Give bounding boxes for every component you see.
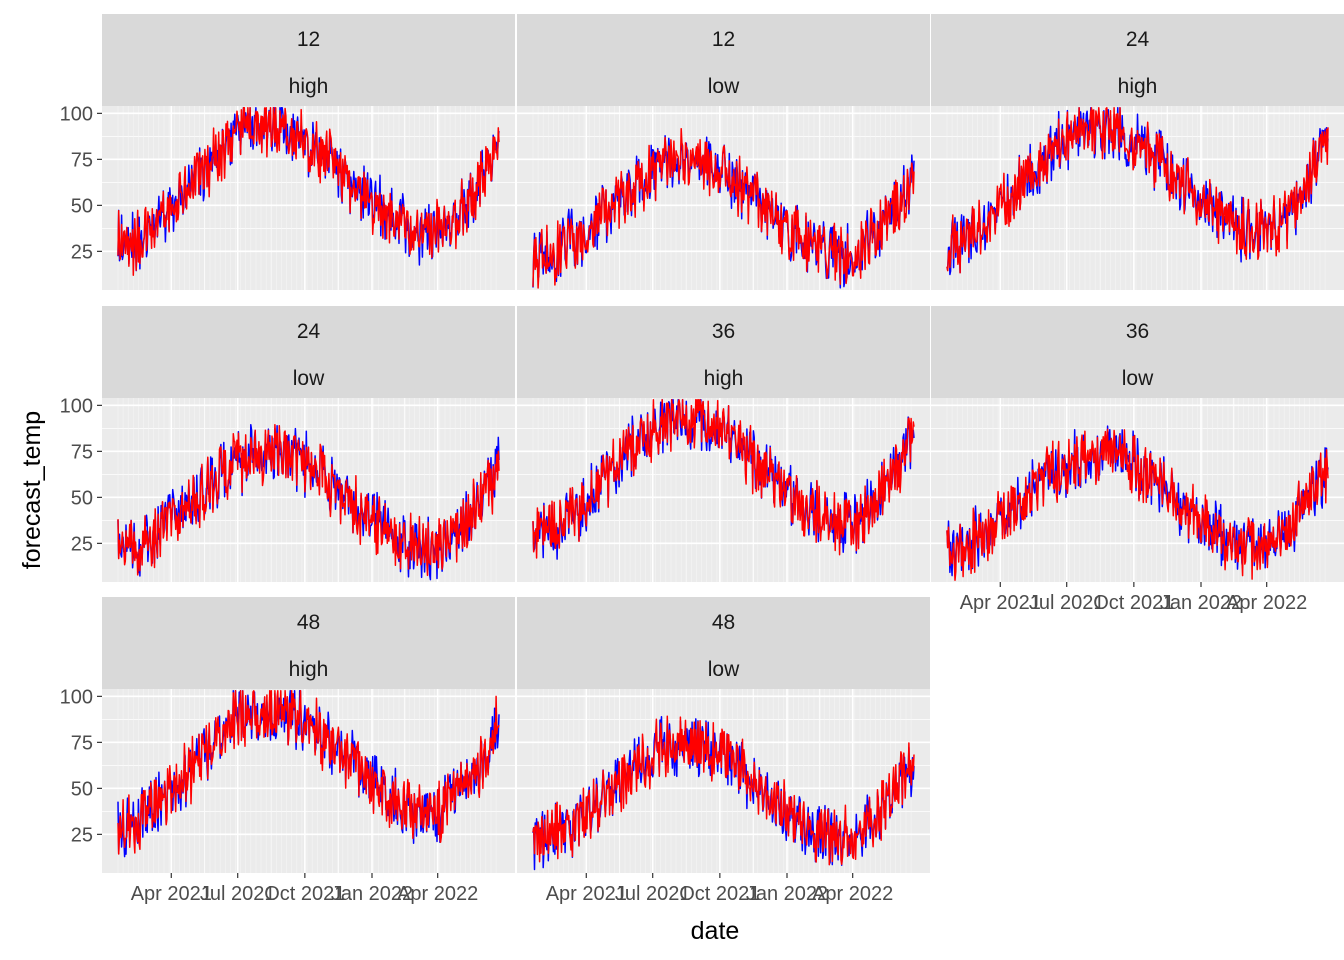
facet-label-hours: 36: [1126, 320, 1149, 343]
facet-label-type: low: [708, 75, 740, 98]
facet-strip: [517, 14, 930, 106]
facet-panel-36-high: 36 high: [517, 306, 930, 582]
series-line-red: [946, 428, 1329, 581]
y-tick-label: 25: [71, 533, 93, 555]
facet-panel-24-high: 24 high: [931, 14, 1344, 290]
facet-label-hours: 12: [712, 28, 735, 51]
x-tick-label: Oct 2021: [679, 883, 760, 905]
x-tick-label: Oct 2021: [1093, 592, 1174, 614]
facet-label-hours: 12: [297, 28, 320, 51]
y-tick-label: 100: [60, 103, 93, 125]
facet-label-type: high: [289, 658, 329, 681]
x-tick-label: Jan 2022: [1160, 592, 1242, 614]
y-tick-label: 75: [71, 149, 93, 171]
x-tick-label: Apr 2022: [812, 883, 893, 905]
series-line-red: [532, 127, 915, 289]
x-tick-label: Jan 2022: [331, 883, 413, 905]
x-tick-label: Apr 2021: [131, 883, 212, 905]
facet-panel-12-low: 12 low: [517, 14, 930, 290]
facet-strip: [931, 306, 1344, 398]
y-tick-label: 75: [71, 441, 93, 463]
facet-label-type: low: [1122, 367, 1154, 390]
facet-label-type: high: [704, 367, 744, 390]
facet-label-hours: 48: [712, 611, 735, 634]
facet-strip: [517, 597, 930, 689]
facet-label-hours: 24: [1126, 28, 1150, 51]
facet-label-type: low: [293, 367, 325, 390]
y-tick-label: 50: [71, 778, 93, 800]
y-tick-label: 25: [71, 824, 93, 846]
x-tick-label: Jul 2021: [615, 883, 691, 905]
series-line-red: [117, 424, 500, 577]
y-tick-label: 100: [60, 686, 93, 708]
facet-label-type: low: [708, 658, 740, 681]
facet-strip: [102, 306, 515, 398]
series-line-red: [532, 399, 915, 559]
series-line-red: [117, 107, 500, 276]
series-line-red: [532, 715, 915, 866]
facet-label-hours: 24: [297, 320, 321, 343]
facet-strip: [102, 14, 515, 106]
y-tick-label: 100: [60, 395, 93, 417]
x-tick-label: Jan 2022: [746, 883, 828, 905]
facet-panel-24-low: 24 low 25 50 75 100: [60, 306, 515, 582]
facet-panel-12-high: 12 high 25 50 75 100: [60, 14, 515, 290]
facet-label-type: high: [1118, 75, 1158, 98]
facet-label-type: high: [289, 75, 329, 98]
facet-strip: [102, 597, 515, 689]
x-tick-label: Apr 2021: [960, 592, 1041, 614]
x-tick-label: Jul 2021: [200, 883, 276, 905]
x-axis-title: date: [691, 917, 740, 945]
x-tick-label: Apr 2022: [397, 883, 478, 905]
panels-layer: 12 high 25 50 75 100 12 low 24 high 24 low 25 50 75 100…: [60, 14, 1344, 905]
x-tick-label: Apr 2021: [546, 883, 627, 905]
facet-label-hours: 48: [297, 611, 320, 634]
x-tick-label: Jul 2021: [1029, 592, 1105, 614]
y-tick-label: 50: [71, 487, 93, 509]
x-tick-label: Apr 2022: [1226, 592, 1307, 614]
x-tick-label: Oct 2021: [264, 883, 345, 905]
facet-strip: [931, 14, 1344, 106]
y-tick-label: 75: [71, 732, 93, 754]
facet-strip: [517, 306, 930, 398]
facet-label-hours: 36: [712, 320, 735, 343]
series-line-red: [117, 690, 500, 855]
y-tick-label: 25: [71, 241, 93, 263]
y-tick-label: 50: [71, 195, 93, 217]
series-line-red: [946, 107, 1329, 274]
y-axis-title: forecast_temp: [18, 411, 46, 569]
